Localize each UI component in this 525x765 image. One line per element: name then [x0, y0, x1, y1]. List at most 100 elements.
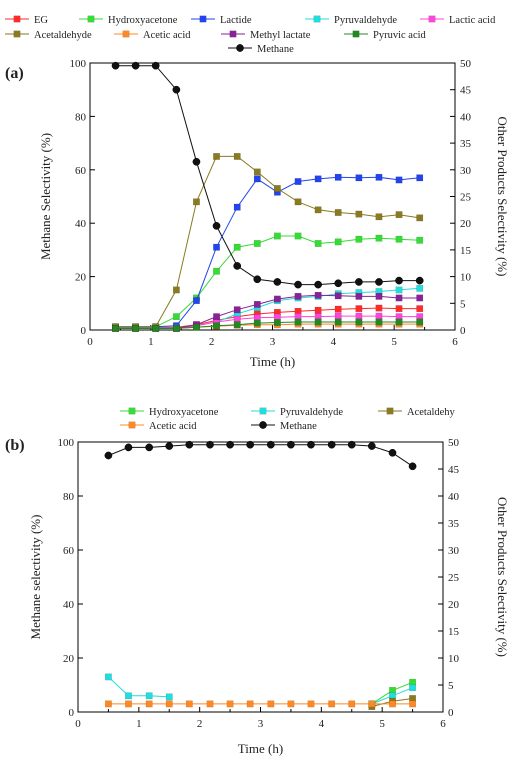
- series-line-acetaldehyde: [115, 155, 420, 328]
- data-point-pyruvic-acid: [314, 318, 322, 326]
- data-point-acetic-acid: [185, 700, 193, 708]
- data-point-acetaldehyde: [253, 168, 261, 176]
- legend-label: Lactide: [220, 15, 252, 26]
- data-point-methane: [327, 440, 336, 449]
- data-point-hydroxyacetone: [172, 313, 180, 321]
- data-point-methane: [395, 276, 403, 285]
- y-right-tick-label: 25: [448, 572, 460, 584]
- data-point-acetic-acid: [206, 700, 214, 708]
- data-point-acetaldehyde: [233, 153, 241, 160]
- data-point-methyl-lactate: [294, 292, 302, 300]
- plot-frame: [77, 441, 444, 713]
- data-point-eg: [395, 305, 403, 313]
- legend-label: EG: [34, 15, 48, 26]
- legend-label: Acetic acid: [149, 421, 197, 432]
- x-tick-label: 6: [452, 336, 458, 348]
- legend-label: Methane: [257, 44, 294, 55]
- data-point-eg: [375, 304, 383, 312]
- data-point-methane: [294, 280, 302, 289]
- data-point-methane: [212, 222, 221, 230]
- data-point-acetic-acid: [368, 700, 376, 708]
- x-tick-label: 5: [391, 336, 397, 348]
- data-point-hydroxyacetone: [233, 243, 241, 251]
- data-point-methane: [355, 278, 363, 286]
- data-point-lactide: [253, 175, 261, 183]
- data-point-methane: [287, 440, 295, 449]
- data-point-hydroxyacetone: [375, 234, 383, 242]
- data-point-methyl-lactate: [213, 313, 220, 321]
- data-point-acetic-acid: [389, 700, 396, 708]
- data-point-pyruvic-acid: [416, 318, 424, 326]
- data-point-pyruvic-acid: [112, 324, 119, 332]
- data-point-methane: [408, 462, 417, 471]
- legend-marker: [236, 44, 244, 52]
- y-left-tick-label: 80: [63, 491, 75, 503]
- legend-label: Lactic acid: [449, 15, 496, 26]
- data-point-pyruvic-acid: [193, 323, 200, 331]
- legend-item-eg: EG: [5, 15, 48, 26]
- data-point-acetaldehyde: [314, 206, 322, 214]
- data-point-methane: [253, 275, 262, 284]
- series-line-methane: [108, 444, 413, 467]
- data-point-acetaldehyde: [213, 153, 220, 160]
- series-methane: [111, 61, 424, 289]
- legend-label: Pyruvic acid: [373, 30, 427, 41]
- data-point-methane: [206, 440, 214, 449]
- legend-marker: [386, 407, 394, 415]
- data-point-acetaldehyde: [395, 211, 403, 219]
- panel-label: (b): [5, 437, 25, 454]
- y-right-tick-label: 40: [448, 491, 460, 503]
- legend-label: Pyruvaldehyde: [334, 15, 397, 26]
- data-point-acetic-acid: [226, 700, 234, 708]
- data-point-pyruvaldehyde: [125, 692, 132, 700]
- data-point-methyl-lactate: [233, 306, 241, 314]
- y-right-tick-label: 30: [460, 165, 472, 177]
- y-left-tick-label: 100: [58, 437, 75, 449]
- y-right-tick-label: 45: [460, 85, 472, 97]
- data-point-acetaldehyde: [355, 210, 363, 218]
- x-axis-title: Time (h): [238, 741, 283, 756]
- data-point-methyl-lactate: [314, 291, 322, 299]
- legend-label: Acetaldehy: [407, 407, 456, 418]
- y-left-tick-label: 60: [75, 165, 87, 177]
- data-point-acetic-acid: [267, 700, 275, 708]
- legend-item-lactic-acid: Lactic acid: [420, 15, 496, 26]
- legend-marker: [128, 421, 136, 429]
- data-point-pyruvic-acid: [334, 318, 342, 326]
- data-point-methane: [111, 61, 120, 70]
- data-point-pyruvic-acid: [233, 321, 241, 329]
- data-point-hydroxyacetone: [253, 240, 261, 247]
- y-left-axis-title: Methane Selectivity (%): [38, 133, 53, 260]
- legend-item-hydroxyacetone: Hydroxyacetone: [79, 15, 178, 26]
- data-point-methane: [226, 440, 234, 449]
- data-point-methane: [273, 278, 282, 286]
- chart-panel-b: 0 1 2 3 4 5 602040608010005101520253035404550T…: [5, 407, 510, 756]
- data-point-methyl-lactate: [375, 292, 383, 300]
- y-right-axis-title: Other Products Selectivity (%): [495, 497, 510, 657]
- data-point-methane: [375, 278, 383, 286]
- data-point-pyruvic-acid: [172, 324, 180, 332]
- x-tick-label: 5: [379, 718, 385, 730]
- chart-panel-a: 0 1 2 3 4 5 602040608010005101520253035404550T…: [5, 15, 510, 369]
- data-point-eg: [416, 305, 424, 313]
- data-point-methyl-lactate: [253, 300, 261, 308]
- x-tick-label: 2: [197, 718, 203, 730]
- legend-label: Methane: [280, 421, 317, 432]
- x-axis-title: Time (h): [250, 354, 295, 369]
- data-point-methane: [415, 276, 424, 285]
- data-point-eg: [314, 306, 322, 314]
- data-point-methane: [388, 448, 397, 457]
- data-point-methane: [233, 262, 242, 270]
- data-point-methane: [172, 85, 181, 94]
- data-point-methyl-lactate: [273, 295, 281, 303]
- y-right-tick-label: 20: [448, 599, 460, 611]
- data-point-lactide: [395, 176, 403, 184]
- data-point-pyruvic-acid: [273, 319, 281, 326]
- data-point-acetic-acid: [125, 700, 132, 708]
- data-point-pyruvic-acid: [375, 318, 383, 326]
- data-point-acetaldehyde: [416, 214, 424, 222]
- data-point-methane: [334, 279, 343, 288]
- data-point-methyl-lactate: [334, 292, 342, 300]
- legend-item-acetaldehyde: Acetaldehyde: [5, 30, 92, 41]
